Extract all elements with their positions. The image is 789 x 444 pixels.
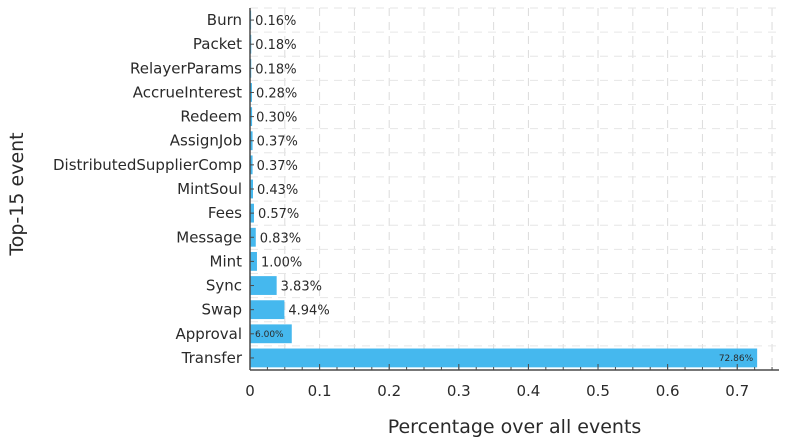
x-tick-label: 0.7 <box>725 382 749 400</box>
y-axis-title: Top-15 event <box>6 132 28 256</box>
category-label: Fees <box>208 204 242 222</box>
x-tick-label: 0.5 <box>586 382 610 400</box>
category-label: Burn <box>207 11 242 29</box>
bar-sync <box>250 276 277 295</box>
bar-approval <box>250 324 292 344</box>
category-label: DistributedSupplierComp <box>53 156 242 174</box>
category-label: MintSoul <box>177 180 242 198</box>
data-label: 0.18% <box>255 62 296 77</box>
bar-transfer <box>250 348 758 368</box>
data-label: 0.30% <box>256 111 297 126</box>
axes: 0 0.1 0.2 0.3 0.4 0.5 0.6 0.7 <box>245 8 779 400</box>
x-tick-label: 0.2 <box>377 382 401 400</box>
x-axis-title: Percentage over all events <box>388 416 642 438</box>
data-label: 72.86% <box>719 354 754 364</box>
category-label: Swap <box>201 301 242 319</box>
x-tick-label: 0.1 <box>308 382 332 400</box>
data-label: 0.16% <box>255 14 296 29</box>
category-label: Redeem <box>180 108 242 126</box>
x-tick-label: 0.3 <box>447 382 471 400</box>
category-label: Message <box>176 228 242 246</box>
data-label: 0.18% <box>255 38 296 53</box>
data-label: 0.57% <box>258 207 299 222</box>
category-label: Transfer <box>181 349 243 367</box>
category-labels: Burn Packet RelayerParams AccrueInterest Red… <box>53 11 243 367</box>
category-label: Mint <box>210 252 243 270</box>
data-label: 4.94% <box>288 304 329 319</box>
x-tick-label: 0.4 <box>516 382 540 400</box>
data-label: 1.00% <box>261 255 302 270</box>
bar-swap <box>250 300 285 320</box>
category-label: AssignJob <box>170 132 242 150</box>
data-label: 0.37% <box>257 159 298 174</box>
data-label: 0.37% <box>257 135 298 150</box>
grid-lines <box>250 7 779 371</box>
data-label: 0.28% <box>256 86 297 101</box>
data-label: 3.83% <box>281 280 322 295</box>
category-label: Packet <box>193 35 242 53</box>
x-tick-label: 0.6 <box>656 382 680 400</box>
data-label: 0.83% <box>260 231 301 246</box>
x-tick-label: 0 <box>245 382 255 400</box>
category-label: AccrueInterest <box>133 83 242 101</box>
data-label: 6.00% <box>255 330 284 340</box>
category-label: Sync <box>206 277 242 295</box>
category-label: Approval <box>175 325 242 343</box>
data-label: 0.43% <box>257 183 298 198</box>
category-label: RelayerParams <box>130 59 242 77</box>
value-labels: 0.16% 0.18% 0.18% 0.28% 0.30% 0.37% 0.37% 0.43%… <box>255 14 754 364</box>
